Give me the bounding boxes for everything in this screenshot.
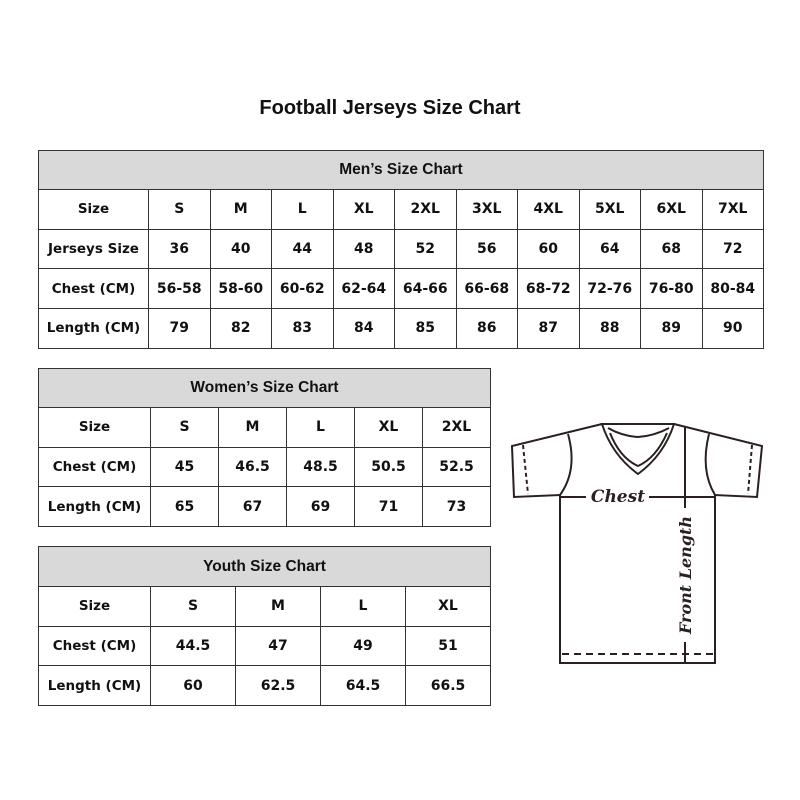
table-cell: 87 [517,308,580,349]
table-cell: 64.5 [320,665,406,707]
table-row: Length (CM) 65 67 69 71 73 [38,486,491,528]
table-cell: 47 [235,625,321,667]
page-title: Football Jerseys Size Chart [259,97,521,119]
table-cell: 88 [578,308,641,349]
table-cell: 85 [394,308,457,349]
table-cell: 48 [332,228,395,270]
neck-outer [600,423,676,476]
row-label: Jerseys Size [38,228,149,270]
table-cell: 80-84 [701,268,764,310]
table-cell: 48.5 [286,446,355,488]
table-cell: 82 [209,308,272,349]
row-label: Size [38,189,149,230]
table-cell: 66-68 [455,268,518,310]
table-cell: 60 [150,665,236,707]
table-cell: 44 [271,228,334,270]
table-cell: 68-72 [517,268,580,310]
left-armhole [559,433,573,496]
jersey-outline [510,423,764,664]
table-row: Size S M L XL [38,586,491,627]
left-sleeve-hem [522,444,529,495]
table-cell: XL [405,586,491,627]
table-row: Length (CM) 60 62.5 64.5 66.5 [38,665,491,707]
table-cell: 68 [640,228,703,270]
table-cell: L [271,189,334,230]
womens-size-table: Women’s Size Chart Size S M L XL 2XL Chest (CM)… [38,368,491,528]
table-cell: XL [354,407,423,448]
table-cell: 51 [405,625,491,667]
row-label: Length (CM) [38,486,151,528]
table-cell: XL [332,189,395,230]
table-row: Chest (CM) 45 46.5 48.5 50.5 52.5 [38,446,491,488]
table-row: Length (CM) 79 82 83 84 85 86 87 88 89 90 [38,308,764,349]
table-row: Jerseys Size 36 40 44 48 52 56 60 64 68 72 [38,228,764,270]
table-cell: M [218,407,287,448]
table-cell: 49 [320,625,406,667]
table-row: Size S M L XL 2XL [38,407,491,448]
table-cell: 86 [455,308,518,349]
table-cell: 60 [517,228,580,270]
table-cell: 52.5 [422,446,491,488]
table-cell: 90 [701,308,764,349]
table-cell: 71 [354,486,423,528]
women-table-heading: Women’s Size Chart [38,368,491,408]
row-label: Length (CM) [38,308,149,349]
table-cell: 84 [332,308,395,349]
table-cell: 2XL [422,407,491,448]
table-cell: 65 [150,486,219,528]
table-cell: 66.5 [405,665,491,707]
table-cell: 62.5 [235,665,321,707]
row-label: Chest (CM) [38,446,151,488]
table-cell: 76-80 [640,268,703,310]
table-cell: 36 [148,228,211,270]
neck-trim [609,432,668,468]
youth-size-table: Youth Size Chart Size S M L XL Chest (CM) 44.5 4… [38,546,491,707]
row-label: Size [38,586,151,627]
front-length-label: Front Length [676,516,695,635]
mens-size-table: Men’s Size Chart Size S M L XL 2XL 3XL 4XL 5XL 6XL… [38,150,764,349]
row-label: Chest (CM) [38,625,151,667]
men-table-heading: Men’s Size Chart [38,150,764,190]
table-cell: 45 [150,446,219,488]
right-sleeve-hem [747,444,753,495]
table-cell: 7XL [701,189,764,230]
table-row: Size S M L XL 2XL 3XL 4XL 5XL 6XL 7XL [38,189,764,230]
table-cell: 40 [209,228,272,270]
table-cell: 6XL [640,189,703,230]
table-cell: 73 [422,486,491,528]
row-label: Size [38,407,151,448]
table-cell: L [320,586,406,627]
table-cell: 62-64 [332,268,395,310]
table-cell: L [286,407,355,448]
table-cell: S [150,586,236,627]
table-cell: 72-76 [578,268,641,310]
table-cell: 69 [286,486,355,528]
table-cell: 79 [148,308,211,349]
table-cell: 56-58 [148,268,211,310]
table-row: Chest (CM) 44.5 47 49 51 [38,625,491,667]
table-cell: 50.5 [354,446,423,488]
table-cell: 5XL [578,189,641,230]
table-cell: 67 [218,486,287,528]
neck-inner [607,427,670,439]
table-cell: M [235,586,321,627]
chest-label: Chest [591,487,645,507]
right-armhole [704,433,716,496]
table-cell: 44.5 [150,625,236,667]
youth-table-heading: Youth Size Chart [38,546,491,587]
table-cell: 60-62 [271,268,334,310]
